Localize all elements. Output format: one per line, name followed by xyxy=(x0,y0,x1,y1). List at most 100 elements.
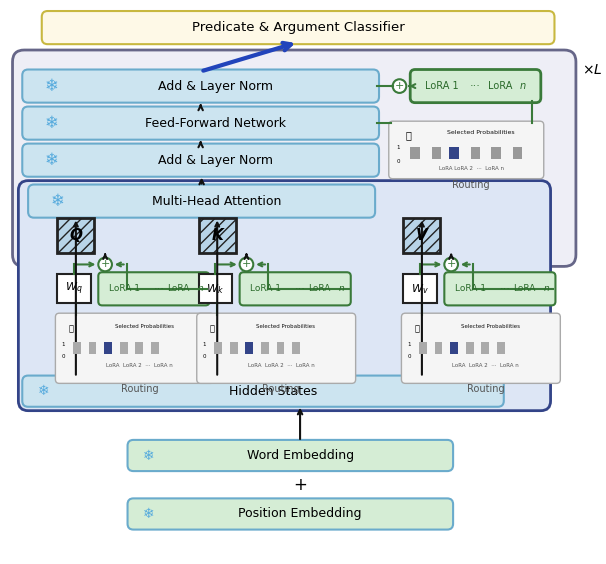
Bar xyxy=(404,274,436,303)
Bar xyxy=(466,342,473,354)
Bar xyxy=(58,218,95,253)
Text: LoRA: LoRA xyxy=(167,284,190,293)
Text: LoRA 1: LoRA 1 xyxy=(455,284,486,293)
Text: $\times L$: $\times L$ xyxy=(582,63,602,77)
FancyBboxPatch shape xyxy=(28,184,375,218)
Bar xyxy=(410,148,420,159)
Text: 0: 0 xyxy=(407,354,411,359)
Text: 🔥: 🔥 xyxy=(68,324,73,333)
FancyBboxPatch shape xyxy=(18,180,551,411)
Bar xyxy=(120,342,127,354)
Text: ❄: ❄ xyxy=(50,192,64,210)
Text: Selected Probabilities: Selected Probabilities xyxy=(447,130,514,135)
FancyBboxPatch shape xyxy=(22,69,379,103)
Bar xyxy=(277,342,284,354)
Text: $n$: $n$ xyxy=(519,81,526,91)
Text: Hidden States: Hidden States xyxy=(228,385,317,398)
Bar xyxy=(73,342,81,354)
Text: LoRA: LoRA xyxy=(308,284,331,293)
Text: $W_k$: $W_k$ xyxy=(207,282,224,296)
Text: ···: ··· xyxy=(153,284,164,294)
Text: +: + xyxy=(395,81,404,91)
Text: Routing: Routing xyxy=(452,179,490,190)
Text: 1: 1 xyxy=(61,342,65,347)
Text: V: V xyxy=(416,228,428,243)
Bar xyxy=(215,342,222,354)
Text: $n$: $n$ xyxy=(338,284,345,293)
Text: ❄: ❄ xyxy=(45,151,58,169)
Text: $W_v$: $W_v$ xyxy=(411,282,429,296)
FancyBboxPatch shape xyxy=(22,107,379,140)
Bar xyxy=(245,342,253,354)
Text: $n$: $n$ xyxy=(197,284,204,293)
Text: +: + xyxy=(447,259,456,270)
Text: LoRA  LoRA 2  ···  LoRA n: LoRA LoRA 2 ··· LoRA n xyxy=(106,363,173,368)
FancyBboxPatch shape xyxy=(13,50,576,266)
Bar xyxy=(199,274,232,303)
Text: Selected Probabilities: Selected Probabilities xyxy=(115,324,174,329)
FancyBboxPatch shape xyxy=(239,272,351,305)
Text: +: + xyxy=(101,259,110,270)
Bar xyxy=(471,148,481,159)
Bar xyxy=(230,342,238,354)
Text: Selected Probabilities: Selected Probabilities xyxy=(461,324,520,329)
Text: 🔥: 🔥 xyxy=(210,324,215,333)
FancyBboxPatch shape xyxy=(197,313,356,384)
FancyBboxPatch shape xyxy=(127,440,453,471)
Text: ···: ··· xyxy=(499,284,510,294)
Text: 1: 1 xyxy=(397,145,401,150)
Text: 1: 1 xyxy=(203,342,206,347)
Text: LoRA 1: LoRA 1 xyxy=(250,284,281,293)
Bar xyxy=(104,342,112,354)
Bar xyxy=(199,218,236,253)
Text: ❄: ❄ xyxy=(45,77,58,95)
Text: +: + xyxy=(242,259,251,270)
Text: ❄: ❄ xyxy=(45,114,58,132)
Text: 🔥: 🔥 xyxy=(405,130,411,140)
Text: ···: ··· xyxy=(470,81,481,91)
Bar xyxy=(151,342,159,354)
Text: K: K xyxy=(211,228,223,243)
Text: LoRA  LoRA 2  ···  LoRA n: LoRA LoRA 2 ··· LoRA n xyxy=(248,363,315,368)
Text: Predicate & Argument Classifier: Predicate & Argument Classifier xyxy=(191,21,404,34)
Text: Routing: Routing xyxy=(467,384,505,394)
Text: 0: 0 xyxy=(397,158,401,164)
Text: Multi-Head Attention: Multi-Head Attention xyxy=(152,195,281,208)
Text: Routing: Routing xyxy=(121,384,159,394)
Bar xyxy=(135,342,143,354)
Text: ❄: ❄ xyxy=(143,448,155,462)
Text: ❄: ❄ xyxy=(38,384,50,398)
Bar xyxy=(431,148,441,159)
Text: $W_q$: $W_q$ xyxy=(65,281,83,297)
Text: $n$: $n$ xyxy=(543,284,550,293)
Text: LoRA 1: LoRA 1 xyxy=(425,81,458,91)
Text: 🔥: 🔥 xyxy=(415,324,419,333)
FancyBboxPatch shape xyxy=(444,272,556,305)
Text: ❄: ❄ xyxy=(143,507,155,521)
Bar xyxy=(419,342,427,354)
Bar xyxy=(481,342,489,354)
Text: LoRA 1: LoRA 1 xyxy=(109,284,140,293)
Text: LoRA  LoRA 2  ···  LoRA n: LoRA LoRA 2 ··· LoRA n xyxy=(452,363,519,368)
Bar xyxy=(449,148,459,159)
Bar xyxy=(435,342,442,354)
Text: 1: 1 xyxy=(407,342,411,347)
Text: LoRA LoRA 2  ···  LoRA n: LoRA LoRA 2 ··· LoRA n xyxy=(439,166,504,171)
FancyBboxPatch shape xyxy=(55,313,215,384)
Bar xyxy=(491,148,501,159)
Circle shape xyxy=(393,80,406,93)
Text: Selected Probabilities: Selected Probabilities xyxy=(256,324,316,329)
Bar xyxy=(58,274,90,303)
Bar xyxy=(88,342,96,354)
Text: Word Embedding: Word Embedding xyxy=(247,449,354,462)
Circle shape xyxy=(239,258,253,271)
FancyBboxPatch shape xyxy=(22,376,504,407)
Text: 0: 0 xyxy=(61,354,65,359)
Text: Q: Q xyxy=(69,228,82,243)
FancyBboxPatch shape xyxy=(410,69,541,103)
Bar xyxy=(497,342,505,354)
Bar xyxy=(513,148,522,159)
Text: ···: ··· xyxy=(295,284,305,294)
Text: Routing: Routing xyxy=(262,384,300,394)
Text: Feed-Forward Network: Feed-Forward Network xyxy=(145,117,286,130)
